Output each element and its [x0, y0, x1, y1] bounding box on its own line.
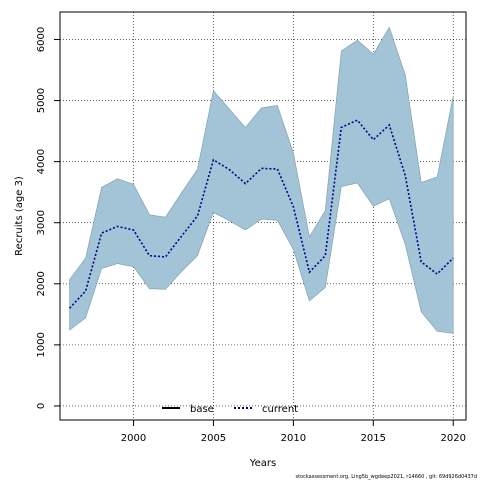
- x-tick-label: 2005: [201, 433, 226, 444]
- y-tick-label: 1000: [36, 332, 47, 357]
- legend: base current: [162, 404, 298, 415]
- y-tick-label: 5000: [36, 88, 47, 113]
- y-axis: 0 1000 2000 3000 4000 5000 6000: [36, 27, 60, 409]
- x-tick-label: 2000: [121, 433, 146, 444]
- legend-label-current: current: [262, 404, 298, 415]
- y-tick-label: 0: [36, 403, 47, 409]
- series-line-current: [69, 119, 454, 309]
- y-tick-label: 3000: [36, 210, 47, 235]
- x-tick-label: 2020: [440, 433, 465, 444]
- y-tick-label: 2000: [36, 271, 47, 296]
- footnote: stockassessment.org, Ling5b_wgdeep2021, …: [295, 474, 477, 480]
- legend-label-base: base: [190, 404, 214, 415]
- series-lines: [69, 119, 454, 309]
- x-tick-label: 2010: [281, 433, 306, 444]
- confidence-band: [69, 26, 454, 334]
- y-tick-label: 4000: [36, 149, 47, 174]
- x-axis: 2000 2005 2010 2015 2020: [121, 420, 466, 444]
- x-tick-label: 2015: [361, 433, 386, 444]
- x-axis-title: Years: [249, 458, 276, 469]
- y-axis-title: Recruits (age 3): [14, 176, 25, 256]
- y-tick-label: 6000: [36, 27, 47, 52]
- plot-frame: [59, 11, 467, 421]
